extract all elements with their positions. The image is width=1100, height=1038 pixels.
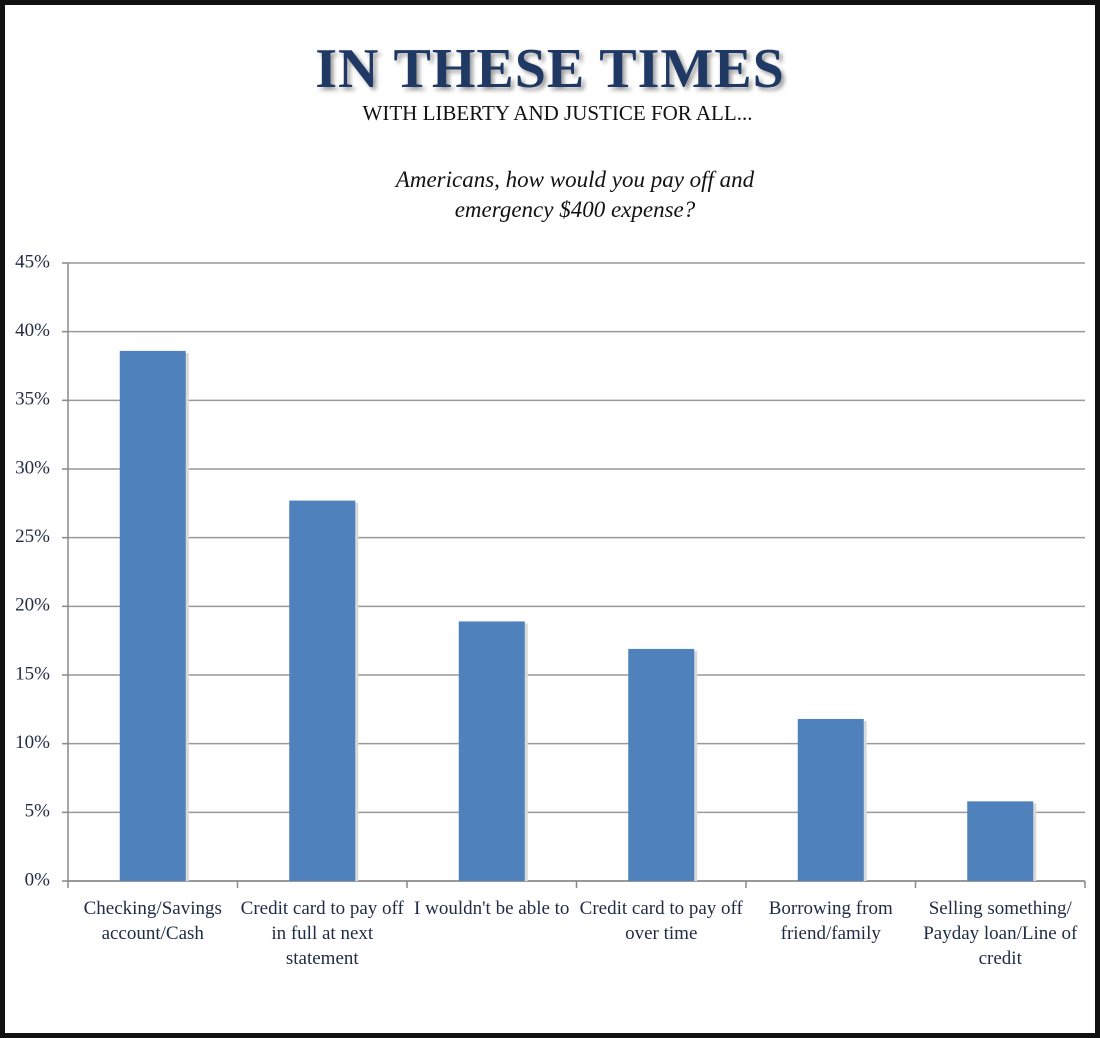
bar [797, 718, 864, 881]
x-tick-label: Checking/Savings account/Cash [83, 898, 222, 944]
bar [967, 801, 1034, 881]
x-tick-label: Borrowing from friend/family [768, 898, 893, 944]
chart-question: Americans, how would you pay off and eme… [395, 167, 755, 222]
x-tick-label: I wouldn't be able to [414, 898, 570, 919]
y-tick-label: 30% [15, 457, 50, 478]
y-tick-label: 15% [15, 663, 50, 684]
bar [458, 621, 525, 881]
y-tick-label: 0% [25, 869, 51, 890]
y-tick-label: 20% [15, 595, 50, 616]
bar [119, 350, 186, 882]
chart-subtitle: WITH LIBERTY AND JUSTICE FOR ALL... [362, 101, 753, 125]
y-tick-label: 25% [15, 526, 50, 547]
chart: 0% 5% 10% 15% 20% 25% 30% 35% 40% 45% [15, 251, 1086, 890]
x-tick-label: Selling something/ Payday loan/Line of c… [923, 898, 1078, 969]
chart-title: IN THESE TIMES [315, 38, 785, 100]
y-tick-label: 5% [25, 801, 51, 822]
bar [289, 500, 356, 881]
y-tick-label: 35% [15, 389, 50, 410]
bar [628, 648, 695, 881]
x-tick-label: Credit card to pay off in full at next s… [240, 898, 404, 969]
y-tick-label: 40% [15, 320, 50, 341]
x-tick-label: Credit card to pay off over time [579, 898, 743, 944]
y-tick-label: 45% [15, 251, 50, 272]
y-tick-label: 10% [15, 732, 50, 753]
